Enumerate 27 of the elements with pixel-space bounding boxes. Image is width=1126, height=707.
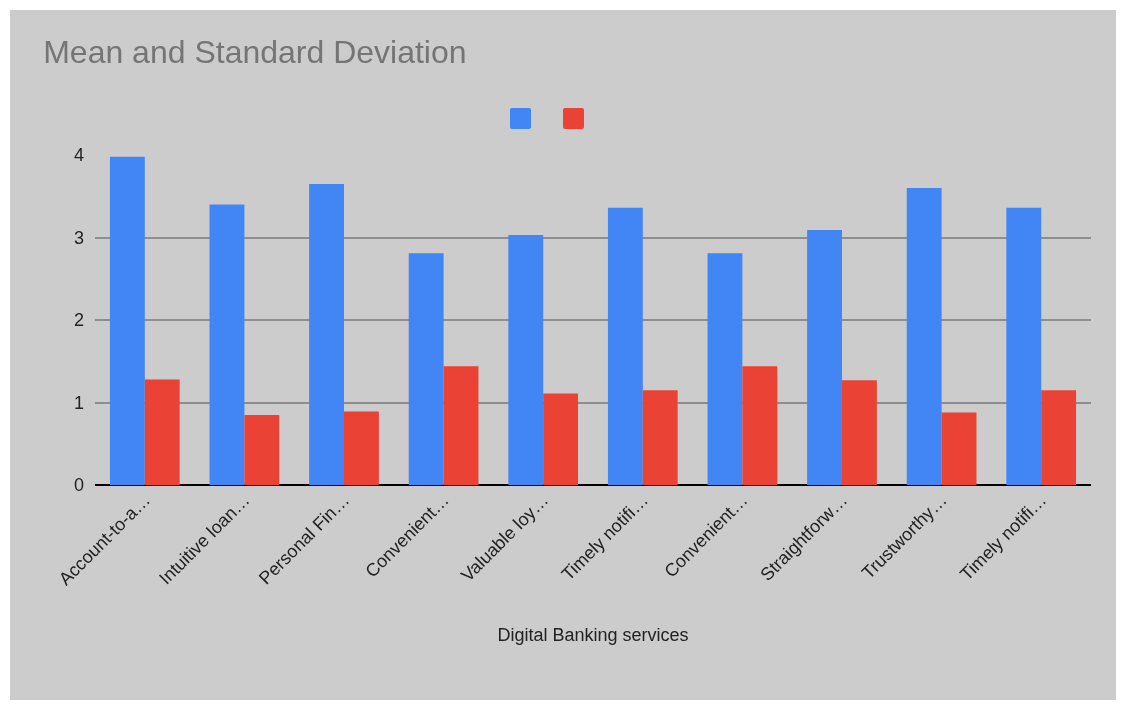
bar bbox=[408, 253, 444, 485]
bar bbox=[209, 204, 245, 485]
x-axis-title: Digital Banking services bbox=[497, 625, 689, 646]
bar bbox=[642, 390, 678, 485]
y-tick-label: 2 bbox=[73, 310, 84, 331]
bar bbox=[941, 412, 977, 485]
bar bbox=[807, 230, 842, 485]
bar bbox=[109, 156, 145, 485]
y-tick-label: 1 bbox=[73, 392, 84, 413]
chart-title: Mean and Standard Deviation bbox=[43, 34, 467, 71]
bar bbox=[144, 379, 180, 485]
y-tick-label: 4 bbox=[73, 145, 84, 166]
bar bbox=[607, 207, 643, 485]
bar bbox=[443, 366, 479, 485]
bar bbox=[842, 380, 877, 485]
bar bbox=[707, 253, 743, 485]
bar bbox=[344, 411, 379, 485]
bar bbox=[1006, 207, 1042, 485]
bar bbox=[1041, 390, 1077, 485]
y-tick-label: 3 bbox=[73, 227, 84, 248]
bar bbox=[543, 393, 579, 485]
bar bbox=[309, 183, 344, 485]
bar bbox=[508, 235, 544, 485]
bar bbox=[742, 366, 778, 485]
bar bbox=[244, 414, 280, 485]
bar bbox=[906, 188, 942, 485]
y-tick-label: 0 bbox=[73, 475, 84, 496]
